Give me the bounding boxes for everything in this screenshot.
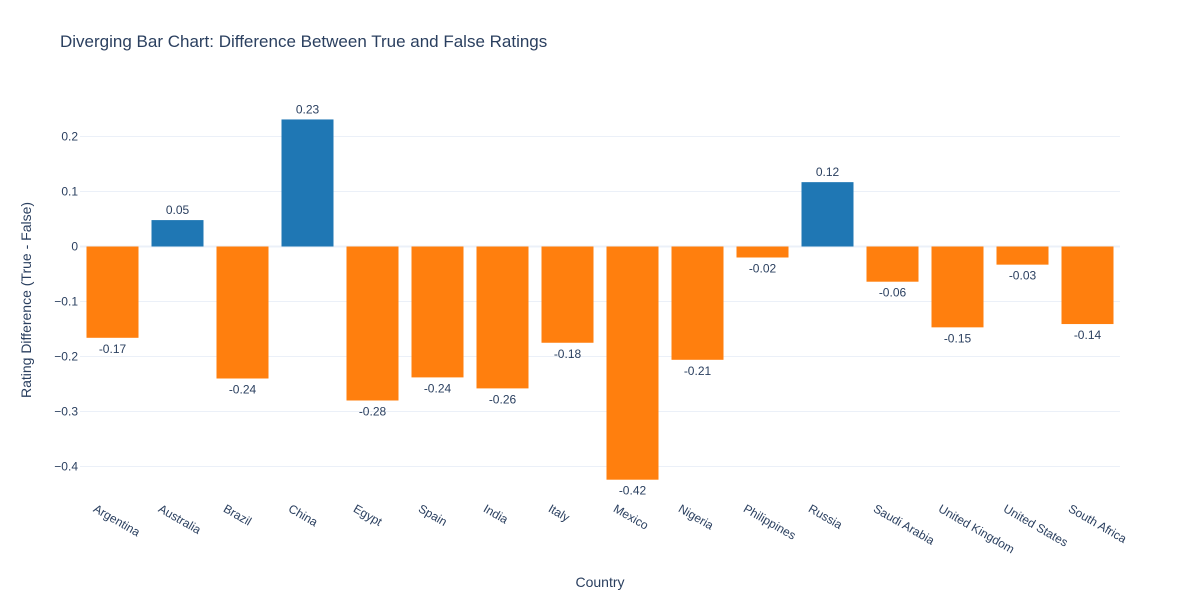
- bar-spain: [411, 246, 464, 378]
- bar-value-label: -0.14: [1074, 328, 1102, 342]
- x-tick-label: Egypt: [351, 501, 385, 529]
- bar-russia: [801, 182, 854, 247]
- x-tick-label: China: [286, 501, 320, 529]
- bar-united-kingdom: [931, 246, 984, 328]
- bar-australia: [151, 220, 204, 247]
- bar-value-label: 0.12: [816, 165, 840, 179]
- y-tick-label: 0.1: [61, 185, 78, 199]
- chart-title: Diverging Bar Chart: Difference Between …: [60, 32, 548, 51]
- x-tick-labels: Argentina Australia Brazil China Egypt Spain I…: [91, 501, 1129, 556]
- y-tick-label: −0.4: [54, 460, 78, 474]
- bar-value-label: -0.06: [879, 286, 907, 300]
- bar-value-label: -0.21: [684, 364, 712, 378]
- x-tick-label: Saudi Arabia: [871, 501, 937, 547]
- bar-value-label: -0.03: [1009, 269, 1037, 283]
- x-tick-label: Nigeria: [676, 501, 716, 532]
- x-tick-label: Mexico: [611, 501, 651, 532]
- y-tick-label: −0.3: [54, 405, 78, 419]
- bar-argentina: [86, 246, 139, 338]
- bar-value-label: -0.24: [424, 381, 452, 395]
- x-tick-label: Russia: [806, 501, 845, 532]
- bar-value-label: -0.18: [554, 347, 582, 361]
- x-axis-title: Country: [575, 574, 624, 590]
- bar-layer: [86, 119, 1114, 480]
- label-layer: -0.17 0.05 -0.24 0.23 -0.28 -0.24 -0.26 -0.18 -0…: [99, 102, 1102, 497]
- bar-egypt: [346, 246, 399, 401]
- x-tick-label: Brazil: [221, 501, 254, 528]
- bar-united-states: [996, 246, 1049, 265]
- bar-india: [476, 246, 529, 389]
- bar-nigeria: [671, 246, 724, 360]
- bar-south-africa: [1061, 246, 1114, 325]
- bar-brazil: [216, 246, 269, 379]
- bar-china: [281, 119, 334, 247]
- y-tick-label: 0.2: [61, 130, 78, 144]
- bar-mexico: [606, 246, 659, 480]
- bar-value-label: 0.05: [166, 203, 190, 217]
- bar-value-label: -0.02: [749, 262, 777, 276]
- bar-value-label: 0.23: [296, 102, 320, 116]
- bar-italy: [541, 246, 594, 343]
- x-tick-label: Italy: [546, 501, 572, 524]
- y-tick-label: −0.1: [54, 295, 78, 309]
- x-tick-label: South Africa: [1066, 501, 1129, 546]
- x-tick-label: Philippines: [741, 501, 798, 542]
- bar-value-label: -0.17: [99, 342, 127, 356]
- y-tick-label: −0.2: [54, 350, 78, 364]
- bar-value-label: -0.24: [229, 383, 257, 397]
- bar-value-label: -0.42: [619, 484, 647, 498]
- x-tick-label: Spain: [416, 501, 450, 528]
- bar-philippines: [736, 246, 789, 258]
- bar-value-label: -0.28: [359, 405, 387, 419]
- x-tick-label: India: [481, 501, 511, 526]
- bar-value-label: -0.26: [489, 392, 517, 406]
- y-axis-title: Rating Difference (True - False): [18, 202, 34, 398]
- bar-saudi-arabia: [866, 246, 919, 282]
- x-tick-label: Argentina: [91, 501, 143, 539]
- y-tick-labels: 0.2 0.1 0 −0.1 −0.2 −0.3 −0.4: [54, 130, 78, 474]
- x-tick-label: Australia: [156, 501, 204, 537]
- y-tick-label: 0: [71, 240, 78, 254]
- bar-value-label: -0.15: [944, 331, 972, 345]
